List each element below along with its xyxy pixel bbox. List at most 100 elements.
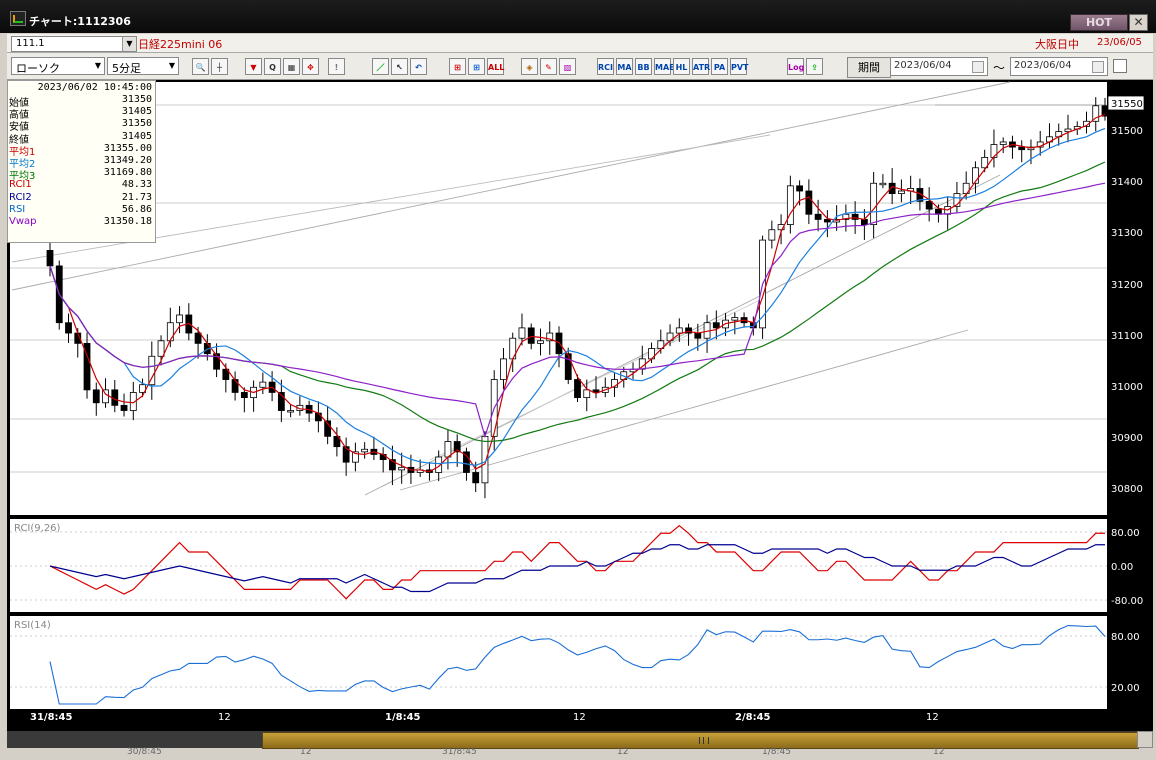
symbol-bar: 111.1 ▼ 日経225mini 06 大阪日中 23/06/05 (7, 34, 1153, 53)
candle-body (518, 327, 526, 339)
overview-tick: 1/8:45 (762, 747, 791, 757)
candle-body (842, 213, 850, 220)
info-row: RCI2 21.73 (8, 192, 155, 204)
info-value: 31169.80 (103, 167, 152, 179)
symbol-code: 111.1 (16, 38, 45, 49)
sync-checkbox[interactable] (1113, 59, 1127, 73)
scrollbar-thumb[interactable] (262, 732, 1139, 749)
all-button[interactable]: ALL (487, 58, 504, 75)
zoom-tool-button[interactable]: 🔍 (192, 58, 209, 75)
grid-tool-button[interactable]: ▦ (283, 58, 300, 75)
info-row: RCI1 48.33 (8, 179, 155, 191)
atr-button[interactable]: ATR (692, 58, 710, 75)
candle-style-button[interactable]: ✥ (302, 58, 319, 75)
candle-body (898, 190, 905, 194)
candle-body (675, 327, 683, 334)
candle-body (472, 472, 480, 484)
candle-body (222, 368, 230, 380)
palette-button[interactable]: ◈ (521, 58, 538, 75)
calendar-icon[interactable] (1092, 61, 1104, 73)
rci-button[interactable]: RCI (597, 58, 614, 75)
candle-body (1083, 120, 1090, 127)
info-value: 56.86 (121, 203, 152, 215)
trend-line (364, 174, 1001, 496)
pencil-button[interactable]: ✎ (540, 58, 557, 75)
candle-body (712, 322, 720, 329)
overview-tick: 12 (617, 747, 629, 757)
chart-type-select[interactable]: ローソク ▼ (11, 57, 105, 75)
hl-button[interactable]: HL (673, 58, 690, 75)
candle-body (213, 353, 220, 370)
calendar-icon[interactable] (972, 61, 984, 73)
note-tool-button[interactable]: ! (328, 58, 345, 75)
info-label: 始値 (9, 98, 29, 109)
color-button[interactable]: ▧ (559, 58, 576, 75)
time-scrollbar[interactable] (7, 731, 1139, 749)
candle-body (592, 389, 600, 393)
info-label: RSI (9, 203, 26, 215)
candle-body (231, 379, 239, 393)
candle-body (527, 327, 535, 344)
chevron-down-icon[interactable]: ▼ (94, 61, 102, 70)
candle-body (768, 229, 776, 241)
symbol-code-combo[interactable]: 111.1 ▼ (11, 36, 137, 52)
chevron-down-icon[interactable]: ▼ (122, 37, 136, 51)
candle-body (990, 144, 998, 158)
candle-body (120, 404, 128, 411)
close-button[interactable]: ✕ (1129, 14, 1148, 31)
chevron-down-icon[interactable]: ▼ (168, 61, 176, 70)
candle-body (166, 322, 174, 342)
info-row: 高値 31405 (8, 106, 155, 121)
interval-value: 5分足 (112, 62, 141, 75)
candle-body (389, 459, 396, 471)
candle-body (546, 332, 554, 342)
candle-blue-button[interactable]: ⊞ (468, 58, 485, 75)
vwap-line (49, 182, 1106, 439)
overview-tick: 30/8:45 (127, 747, 162, 757)
info-row: 平均3 31169.80 (8, 167, 155, 182)
interval-select[interactable]: 5分足 ▼ (107, 57, 179, 75)
candle-body (574, 379, 581, 399)
candle-body (46, 250, 54, 267)
date-to-field[interactable]: 2023/06/04 (1010, 57, 1108, 76)
ma-button[interactable]: MA (616, 58, 633, 75)
info-row: 終値 31405 (8, 130, 155, 146)
info-timestamp: 2023/06/02 10:45:00 (37, 82, 152, 93)
candle-body (777, 224, 785, 231)
period-button[interactable]: 期間 (847, 57, 891, 78)
current-price-label: 31550 (1111, 99, 1143, 110)
trendline-tool-button[interactable]: ／ (372, 58, 389, 75)
crosshair-tool-button[interactable]: ┼ (211, 58, 228, 75)
undo-tool-button[interactable]: ↶ (410, 58, 427, 75)
rsi-panel (10, 616, 1107, 709)
candle-body (148, 355, 156, 386)
mae-button[interactable]: MAE (654, 58, 675, 75)
date-from-value: 2023/06/04 (894, 60, 952, 71)
rci-tick-label: -80.00 (1111, 596, 1143, 607)
info-row: 平均2 31349.20 (8, 155, 155, 170)
candle-body (240, 392, 248, 399)
export-button[interactable]: ⇪ (806, 58, 823, 75)
cursor-tool-button[interactable]: ↖ (391, 58, 408, 75)
hot-button[interactable]: HOT (1070, 14, 1128, 31)
candle-body (500, 358, 507, 380)
candle-body (287, 410, 295, 413)
pvt-button[interactable]: PVT (730, 58, 749, 75)
candle-body (324, 420, 332, 437)
log-button[interactable]: Log (787, 58, 804, 75)
info-value: 31405 (121, 130, 152, 142)
x-tick-label: 12 (218, 712, 231, 723)
candle-body (953, 193, 961, 207)
date-to-value: 2023/06/04 (1014, 60, 1072, 71)
candle-red-button[interactable]: ⊞ (449, 58, 466, 75)
scroll-right-button[interactable] (1137, 731, 1153, 748)
search-tool-button[interactable]: Q (264, 58, 281, 75)
date-from-field[interactable]: 2023/06/04 (890, 57, 988, 76)
candle-body (92, 389, 100, 404)
info-label: 平均1 (9, 146, 36, 158)
para-button[interactable]: PA (711, 58, 728, 75)
marker-tool-button[interactable]: ▼ (245, 58, 262, 75)
candle-body (870, 182, 878, 225)
bb-button[interactable]: BB (635, 58, 652, 75)
